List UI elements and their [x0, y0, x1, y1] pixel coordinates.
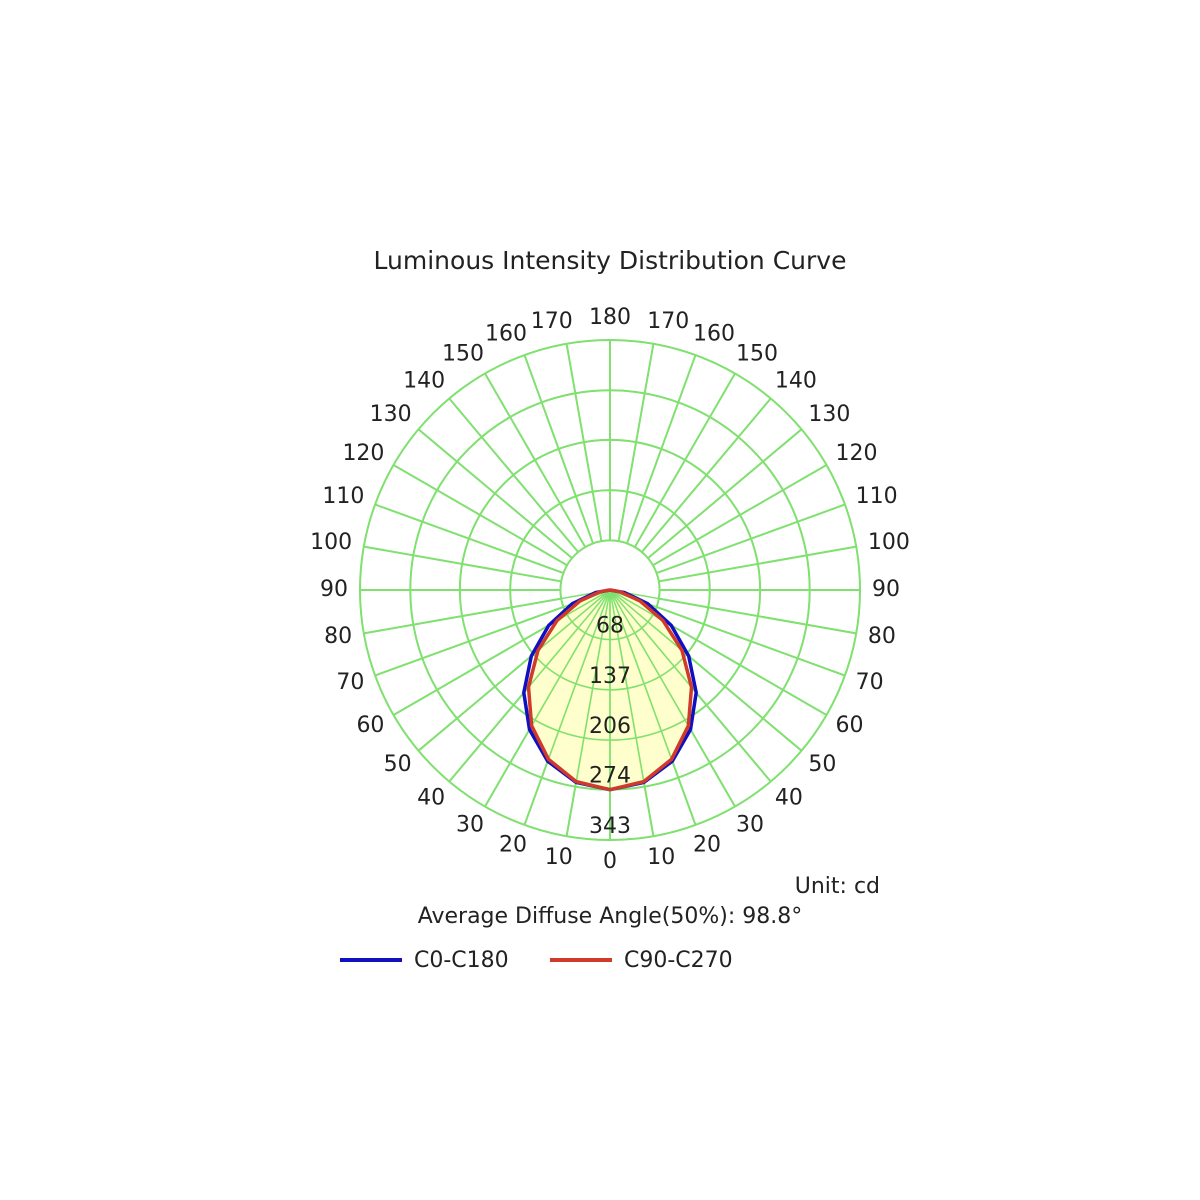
- r-tick-label: 206: [589, 714, 631, 739]
- grid-spoke: [393, 589, 611, 716]
- curve: [526, 588, 611, 792]
- grid-spoke: [609, 589, 802, 752]
- grid-ring: [409, 389, 811, 791]
- theta-tick-label: 150: [442, 341, 484, 366]
- theta-tick-label: 110: [856, 484, 898, 509]
- grid-spoke: [523, 589, 611, 826]
- theta-tick-label: 20: [693, 833, 721, 858]
- grid-spoke: [363, 589, 611, 635]
- theta-tick-label: 100: [868, 530, 910, 555]
- grid-ring: [459, 439, 761, 741]
- theta-tick-label: 160: [485, 321, 527, 346]
- theta-tick-label: 60: [836, 713, 864, 738]
- grid-spoke: [609, 589, 736, 807]
- theta-tick-label: 140: [403, 369, 445, 394]
- grid-spoke: [609, 589, 827, 716]
- r-tick-label: 68: [596, 614, 624, 639]
- theta-tick-label: 130: [370, 402, 412, 427]
- theta-tick-label: 50: [808, 752, 836, 777]
- theta-tick-label: 170: [531, 309, 573, 334]
- theta-tick-label: 50: [384, 752, 412, 777]
- theta-tick-label: 110: [322, 484, 364, 509]
- theta-tick-label: 90: [872, 577, 900, 602]
- theta-tick-label: 10: [647, 845, 675, 870]
- theta-tick-label: 130: [808, 402, 850, 427]
- curve: [609, 588, 694, 792]
- fill-area: [610, 590, 692, 790]
- theta-tick-label: 150: [736, 341, 778, 366]
- theta-tick-label: 170: [647, 309, 689, 334]
- grid-ring: [559, 539, 661, 641]
- legend-label: C0-C180: [414, 948, 509, 973]
- theta-tick-label: 0: [603, 849, 617, 874]
- theta-tick-label: 70: [856, 670, 884, 695]
- theta-tick-label: 120: [836, 441, 878, 466]
- note: Average Diffuse Angle(50%): 98.8°: [418, 904, 803, 929]
- theta-tick-label: 80: [324, 624, 352, 649]
- r-tick-label: 343: [589, 814, 631, 839]
- theta-tick-label: 40: [417, 785, 445, 810]
- legend-label: C90-C270: [624, 948, 733, 973]
- fill-area: [528, 590, 610, 790]
- grid-spoke: [609, 589, 857, 635]
- theta-tick-label: 80: [868, 624, 896, 649]
- theta-tick-label: 10: [545, 845, 573, 870]
- theta-tick-label: 90: [320, 577, 348, 602]
- grid-spoke: [565, 589, 611, 837]
- unit-label: Unit: cd: [795, 874, 880, 899]
- grid-ring: [359, 339, 861, 841]
- grid-spoke: [484, 589, 611, 807]
- theta-tick-label: 120: [342, 441, 384, 466]
- r-tick-label: 274: [589, 764, 631, 789]
- theta-tick-label: 160: [693, 321, 735, 346]
- theta-tick-label: 60: [356, 713, 384, 738]
- theta-tick-label: 100: [310, 530, 352, 555]
- theta-tick-label: 30: [456, 813, 484, 838]
- theta-tick-label: 180: [589, 305, 631, 330]
- theta-tick-label: 30: [736, 813, 764, 838]
- grid-spoke: [609, 589, 697, 826]
- r-tick-label: 137: [589, 664, 631, 689]
- grid-spoke: [418, 589, 611, 752]
- grid-ring: [509, 489, 711, 691]
- theta-tick-label: 70: [336, 670, 364, 695]
- grid-spoke: [609, 589, 655, 837]
- theta-tick-label: 20: [499, 833, 527, 858]
- theta-tick-label: 140: [775, 369, 817, 394]
- chart-title: Luminous Intensity Distribution Curve: [374, 246, 847, 275]
- theta-tick-label: 40: [775, 785, 803, 810]
